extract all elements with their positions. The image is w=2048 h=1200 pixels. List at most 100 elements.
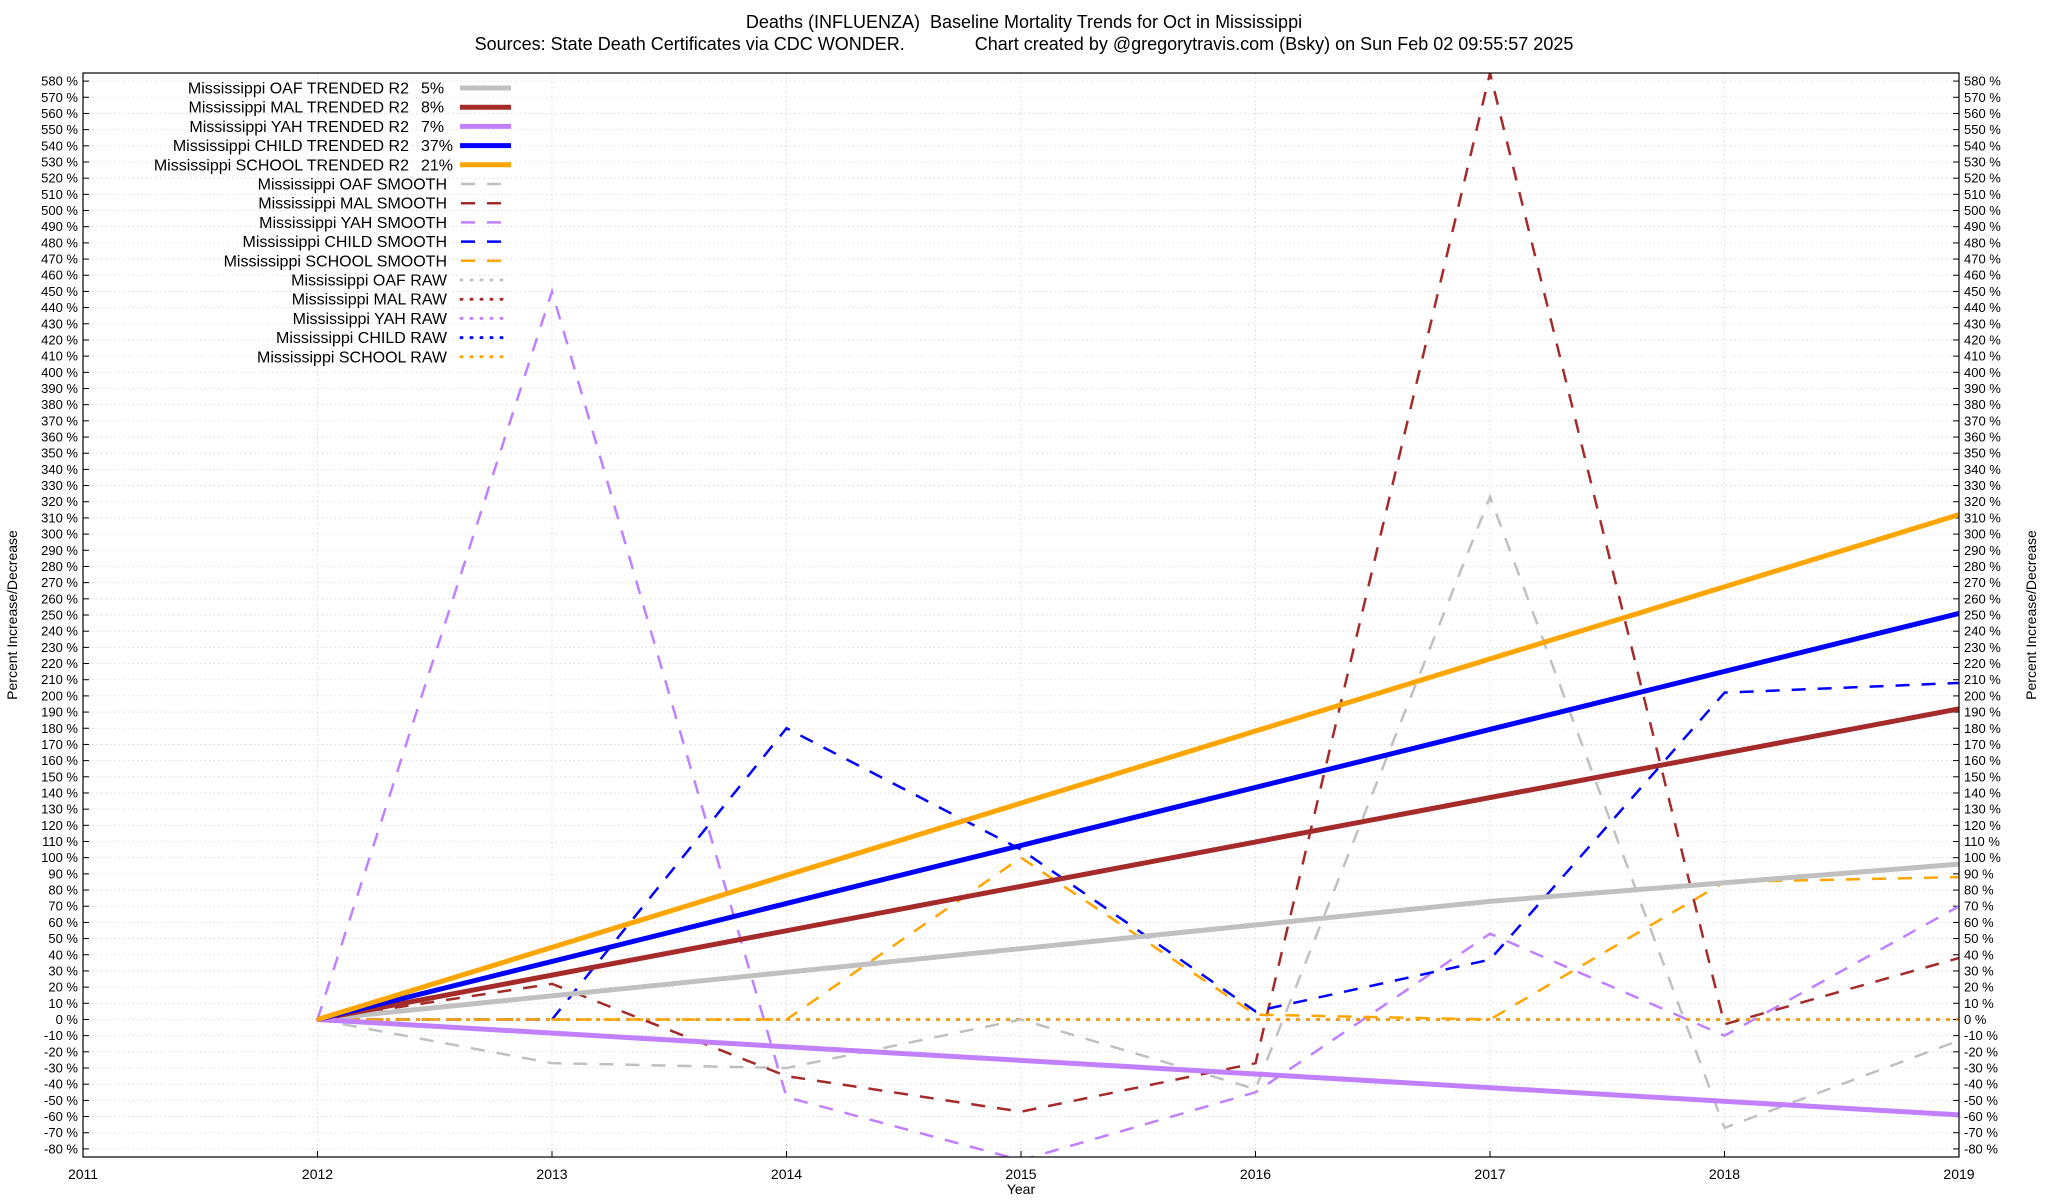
y-tick-label-right: 60 % — [1964, 915, 1994, 930]
y-tick-label: 190 % — [41, 705, 78, 720]
y-tick-label: 280 % — [41, 559, 78, 574]
y-tick-label: 220 % — [41, 656, 78, 671]
y-tick-label: 450 % — [41, 284, 78, 299]
y-tick-label: 150 % — [41, 769, 78, 784]
x-tick-label: 2013 — [536, 1166, 567, 1182]
y-tick-label: 480 % — [41, 235, 78, 250]
y-tick-label-right: 240 % — [1964, 624, 2001, 639]
y-tick-label-right: 580 % — [1964, 74, 2001, 89]
y-tick-label: 380 % — [41, 397, 78, 412]
y-tick-label: 370 % — [41, 413, 78, 428]
legend: Mississippi OAF TRENDED R2 5% Mississippi … — [154, 81, 513, 366]
legend-r2-value: 21% — [421, 157, 453, 174]
y-tick-label: 180 % — [41, 721, 78, 736]
y-tick-label-right: -50 % — [1964, 1093, 1998, 1108]
y-tick-label-right: 270 % — [1964, 575, 2001, 590]
y-tick-label-right: 380 % — [1964, 397, 2001, 412]
y-tick-label: 540 % — [41, 138, 78, 153]
y-tick-label-right: 340 % — [1964, 462, 2001, 477]
y-tick-label-right: -30 % — [1964, 1061, 1998, 1076]
series-line-mississippi-school-trended-r2 — [316, 512, 1959, 1022]
x-tick-label: 2015 — [1005, 1166, 1036, 1182]
x-tick-label: 2012 — [302, 1166, 333, 1182]
y-tick-label: -10 % — [44, 1028, 78, 1043]
series-line-mississippi-oaf-smooth — [317, 493, 1959, 1130]
axis-ticks: -80 % -80 %-70 % -70 %-60 % -60 %-50 % -50 %… — [41, 74, 2001, 1182]
y-tick-label-right: 300 % — [1964, 527, 2001, 542]
y-tick-label: 460 % — [41, 268, 78, 283]
y-tick-label-right: 360 % — [1964, 430, 2001, 445]
chart-subtitle: Sources: State Death Certificates via CD… — [474, 34, 1574, 54]
y-tick-label-right: 210 % — [1964, 672, 2001, 687]
y-tick-label: 580 % — [41, 74, 78, 89]
x-axis-label: Year — [1007, 1181, 1036, 1197]
y-tick-label-right: 90 % — [1964, 866, 1994, 881]
legend-label: Mississippi MAL SMOOTH — [258, 196, 447, 213]
y-tick-label-right: 40 % — [1964, 947, 1994, 962]
y-tick-label: 570 % — [41, 90, 78, 105]
y-tick-label-right: -60 % — [1964, 1109, 1998, 1124]
y-tick-label: 330 % — [41, 478, 78, 493]
y-tick-label: 30 % — [48, 963, 78, 978]
y-tick-label-right: 230 % — [1964, 640, 2001, 655]
legend-label: Mississippi CHILD RAW — [276, 330, 448, 347]
y-tick-label-right: 390 % — [1964, 381, 2001, 396]
y-tick-label: 240 % — [41, 624, 78, 639]
y-tick-label-right: 70 % — [1964, 899, 1994, 914]
y-tick-label: 340 % — [41, 462, 78, 477]
y-tick-label-right: -20 % — [1964, 1044, 1998, 1059]
series-line-mississippi-oaf-trended-r2 — [317, 861, 1959, 1022]
y-tick-label: 270 % — [41, 575, 78, 590]
series-line-mississippi-yah-trended-r2 — [317, 1016, 1959, 1118]
y-tick-label: 70 % — [48, 899, 78, 914]
y-tick-label: 390 % — [41, 381, 78, 396]
y-tick-label: 290 % — [41, 543, 78, 558]
y-tick-label-right: 350 % — [1964, 446, 2001, 461]
y-tick-label: 500 % — [41, 203, 78, 218]
y-tick-label-right: 440 % — [1964, 300, 2001, 315]
y-tick-label: 160 % — [41, 753, 78, 768]
plot-frame — [82, 72, 1960, 1158]
y-tick-label: -80 % — [44, 1141, 78, 1156]
y-tick-label: 430 % — [41, 316, 78, 331]
legend-r2-value: 37% — [421, 138, 453, 155]
legend-label: Mississippi SCHOOL TRENDED R2 — [154, 157, 409, 174]
y-tick-label-right: 220 % — [1964, 656, 2001, 671]
chart-title: Deaths (INFLUENZA) Baseline Mortality Tr… — [745, 12, 1303, 32]
y-tick-label: 440 % — [41, 300, 78, 315]
legend-label: Mississippi SCHOOL RAW — [257, 349, 448, 366]
y-tick-label-right: 400 % — [1964, 365, 2001, 380]
legend-label: Mississippi CHILD SMOOTH — [243, 234, 447, 251]
x-tick-label: 2016 — [1240, 1166, 1271, 1182]
y-tick-label-right: 550 % — [1964, 122, 2001, 137]
legend-label: Mississippi OAF RAW — [291, 273, 448, 290]
legend-r2-value: 8% — [421, 100, 444, 117]
x-tick-label: 2019 — [1943, 1166, 1974, 1182]
y-tick-label-right: 190 % — [1964, 705, 2001, 720]
y-tick-label: 470 % — [41, 252, 78, 267]
y-tick-label-right: 430 % — [1964, 316, 2001, 331]
y-tick-label-right: 330 % — [1964, 478, 2001, 493]
y-axis-label-right: Percent Increase/Decrease — [2023, 530, 2039, 700]
y-tick-label-right: 520 % — [1964, 171, 2001, 186]
legend-label: Mississippi OAF TRENDED R2 — [188, 81, 409, 98]
y-tick-label-right: 160 % — [1964, 753, 2001, 768]
y-tick-label: 90 % — [48, 866, 78, 881]
y-tick-label: 140 % — [41, 785, 78, 800]
y-tick-label: 300 % — [41, 527, 78, 542]
y-tick-label: 260 % — [41, 591, 78, 606]
y-tick-label: 40 % — [48, 947, 78, 962]
y-tick-label-right: 80 % — [1964, 883, 1994, 898]
series-line-mississippi-mal-trended-r2 — [317, 706, 1959, 1022]
legend-label: Mississippi CHILD TRENDED R2 — [173, 138, 409, 155]
x-tick-label: 2017 — [1474, 1166, 1505, 1182]
y-tick-label: 120 % — [41, 818, 78, 833]
legend-label: Mississippi MAL TRENDED R2 — [189, 100, 410, 117]
y-tick-label-right: -70 % — [1964, 1125, 1998, 1140]
y-tick-label: 250 % — [41, 608, 78, 623]
y-tick-label-right: 180 % — [1964, 721, 2001, 736]
y-tick-label-right: 100 % — [1964, 850, 2001, 865]
x-tick-label: 2018 — [1709, 1166, 1740, 1182]
y-tick-label: -20 % — [44, 1044, 78, 1059]
y-tick-label-right: -40 % — [1964, 1077, 1998, 1092]
